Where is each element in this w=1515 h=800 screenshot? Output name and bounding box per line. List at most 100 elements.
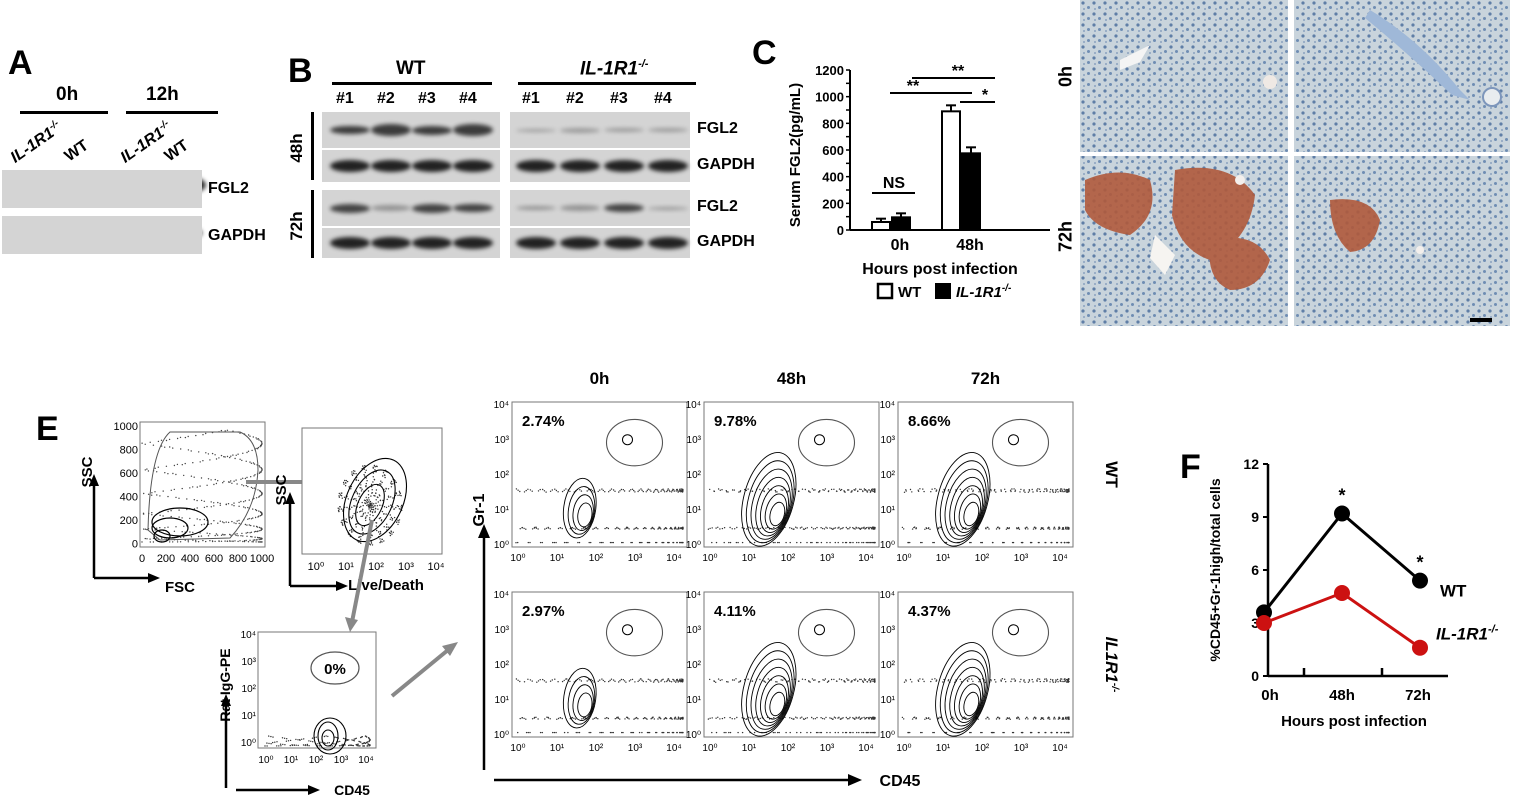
event-dot bbox=[361, 527, 364, 530]
event-dot bbox=[862, 681, 865, 683]
event-dot bbox=[351, 473, 353, 475]
event-dot bbox=[591, 490, 594, 492]
event-dot bbox=[253, 475, 255, 477]
event-dot bbox=[1013, 678, 1015, 680]
event-dot bbox=[357, 479, 360, 482]
event-dot bbox=[240, 478, 242, 480]
event-dot bbox=[1028, 490, 1031, 492]
event-dot bbox=[872, 541, 874, 544]
event-dot bbox=[254, 474, 256, 476]
event-dot bbox=[822, 527, 824, 530]
event-dot bbox=[258, 465, 260, 467]
event-dot bbox=[1060, 488, 1062, 490]
event-dot bbox=[1005, 491, 1007, 493]
event-dot bbox=[672, 678, 674, 681]
event-dot bbox=[368, 508, 370, 510]
event-dot bbox=[1063, 680, 1065, 683]
event-dot bbox=[351, 474, 354, 477]
sig-label: * bbox=[982, 87, 989, 104]
event-dot bbox=[525, 528, 527, 530]
event-dot bbox=[242, 477, 244, 479]
event-dot bbox=[862, 731, 865, 734]
event-dot bbox=[229, 456, 231, 459]
event-dot bbox=[858, 541, 860, 544]
event-dot bbox=[869, 681, 872, 683]
event-dot bbox=[398, 490, 401, 492]
event-dot bbox=[921, 731, 923, 734]
event-dot bbox=[630, 679, 632, 681]
event-dot bbox=[1067, 678, 1070, 680]
event-dot bbox=[344, 744, 346, 746]
event-dot bbox=[1056, 731, 1059, 734]
event-dot bbox=[932, 731, 934, 734]
event-dot bbox=[213, 520, 215, 522]
event-dot bbox=[551, 489, 553, 491]
event-dot bbox=[670, 491, 673, 493]
event-dot bbox=[663, 718, 665, 720]
event-dot bbox=[233, 480, 235, 482]
event-dot bbox=[719, 489, 721, 491]
arrow-head bbox=[848, 774, 862, 786]
arrow-head bbox=[308, 785, 320, 795]
event-dot bbox=[361, 501, 363, 504]
event-dot bbox=[819, 490, 821, 492]
event-dot bbox=[320, 741, 322, 743]
panel-label-c: C bbox=[752, 34, 777, 72]
event-dot bbox=[255, 509, 258, 512]
event-dot bbox=[354, 523, 357, 526]
event-dot bbox=[635, 526, 638, 529]
event-dot bbox=[350, 744, 352, 746]
event-dot bbox=[390, 531, 393, 533]
event-dot bbox=[210, 506, 212, 508]
event-dot bbox=[1068, 716, 1070, 718]
event-dot bbox=[593, 717, 596, 719]
event-dot bbox=[395, 506, 397, 509]
event-dot bbox=[602, 731, 604, 734]
event-dot bbox=[245, 532, 247, 534]
tick-label: 10² bbox=[781, 553, 796, 564]
event-dot bbox=[375, 508, 377, 510]
event-dot bbox=[680, 527, 682, 529]
event-dot bbox=[672, 488, 674, 490]
event-dot bbox=[1059, 680, 1062, 682]
scale-bar bbox=[1470, 318, 1492, 322]
event-dot bbox=[360, 736, 362, 739]
event-dot bbox=[872, 716, 875, 718]
event-dot bbox=[909, 731, 911, 734]
blot-band bbox=[412, 125, 452, 135]
event-dot bbox=[1027, 681, 1030, 683]
event-dot bbox=[247, 518, 249, 520]
event-dot bbox=[679, 541, 681, 544]
event-dot bbox=[970, 731, 972, 734]
event-dot bbox=[250, 462, 253, 464]
event-dot bbox=[945, 541, 947, 544]
event-dot bbox=[872, 680, 874, 682]
event-dot bbox=[156, 494, 158, 496]
event-dot bbox=[351, 471, 353, 473]
gate-ellipse bbox=[991, 608, 1050, 657]
gate-ellipse bbox=[991, 418, 1050, 467]
event-dot bbox=[372, 508, 374, 511]
event-dot bbox=[377, 496, 379, 499]
event-dot bbox=[745, 489, 748, 492]
event-dot bbox=[529, 731, 531, 734]
event-dot bbox=[393, 508, 395, 510]
event-dot bbox=[978, 681, 980, 683]
event-dot bbox=[345, 482, 347, 484]
event-dot bbox=[255, 539, 257, 541]
event-dot bbox=[207, 478, 210, 480]
event-dot bbox=[342, 524, 344, 526]
tick-label: 10⁰ bbox=[494, 730, 509, 741]
event-dot bbox=[230, 455, 232, 457]
event-dot bbox=[388, 505, 390, 507]
event-dot bbox=[593, 527, 596, 529]
event-dot bbox=[839, 528, 841, 530]
tick-label: 10¹ bbox=[687, 695, 702, 706]
event-dot bbox=[361, 529, 364, 531]
event-dot bbox=[633, 718, 635, 720]
event-dot bbox=[339, 494, 342, 496]
event-dot bbox=[164, 527, 166, 529]
event-dot bbox=[826, 527, 828, 529]
event-dot bbox=[226, 429, 229, 431]
